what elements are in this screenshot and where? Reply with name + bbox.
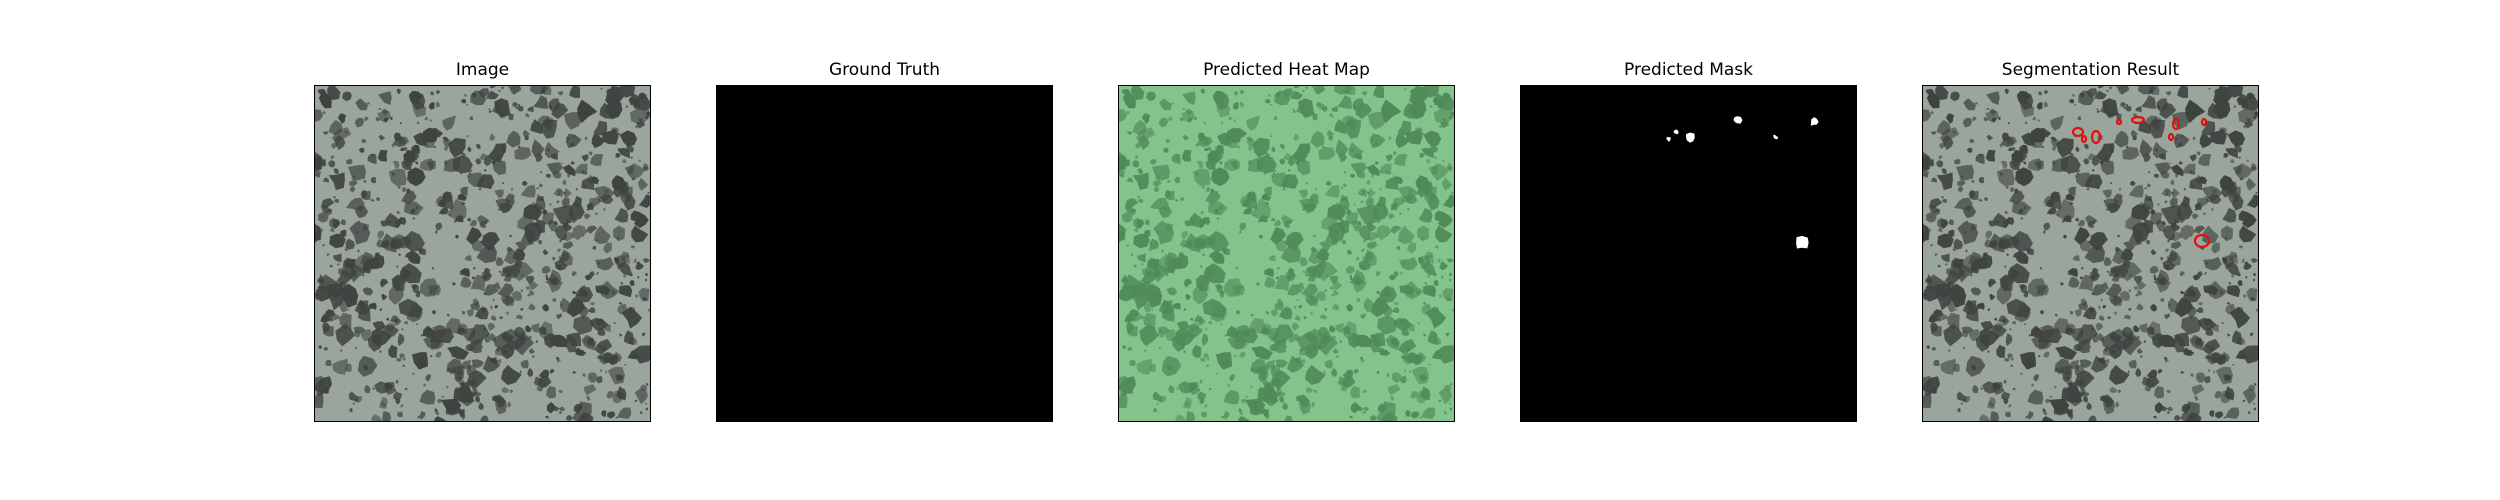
panel-title: Segmentation Result	[1922, 57, 2259, 83]
segmentation-result	[1923, 86, 2258, 421]
ground-truth-mask	[717, 86, 1052, 421]
panel-title: Predicted Mask	[1520, 57, 1857, 83]
panel-title: Predicted Heat Map	[1118, 57, 1455, 83]
predicted-mask-frame	[1520, 85, 1857, 422]
panel-title: Ground Truth	[716, 57, 1053, 83]
predicted-mask	[1521, 86, 1856, 421]
image-frame	[314, 85, 651, 422]
mask-background	[717, 86, 1052, 421]
ground-truth-frame	[716, 85, 1053, 422]
panel-title: Image	[314, 57, 651, 83]
input-image	[315, 86, 650, 421]
predicted-heat-map	[1119, 86, 1454, 421]
mask-region	[1796, 236, 1809, 249]
heat-map-frame	[1118, 85, 1455, 422]
segmentation-frame	[1922, 85, 2259, 422]
